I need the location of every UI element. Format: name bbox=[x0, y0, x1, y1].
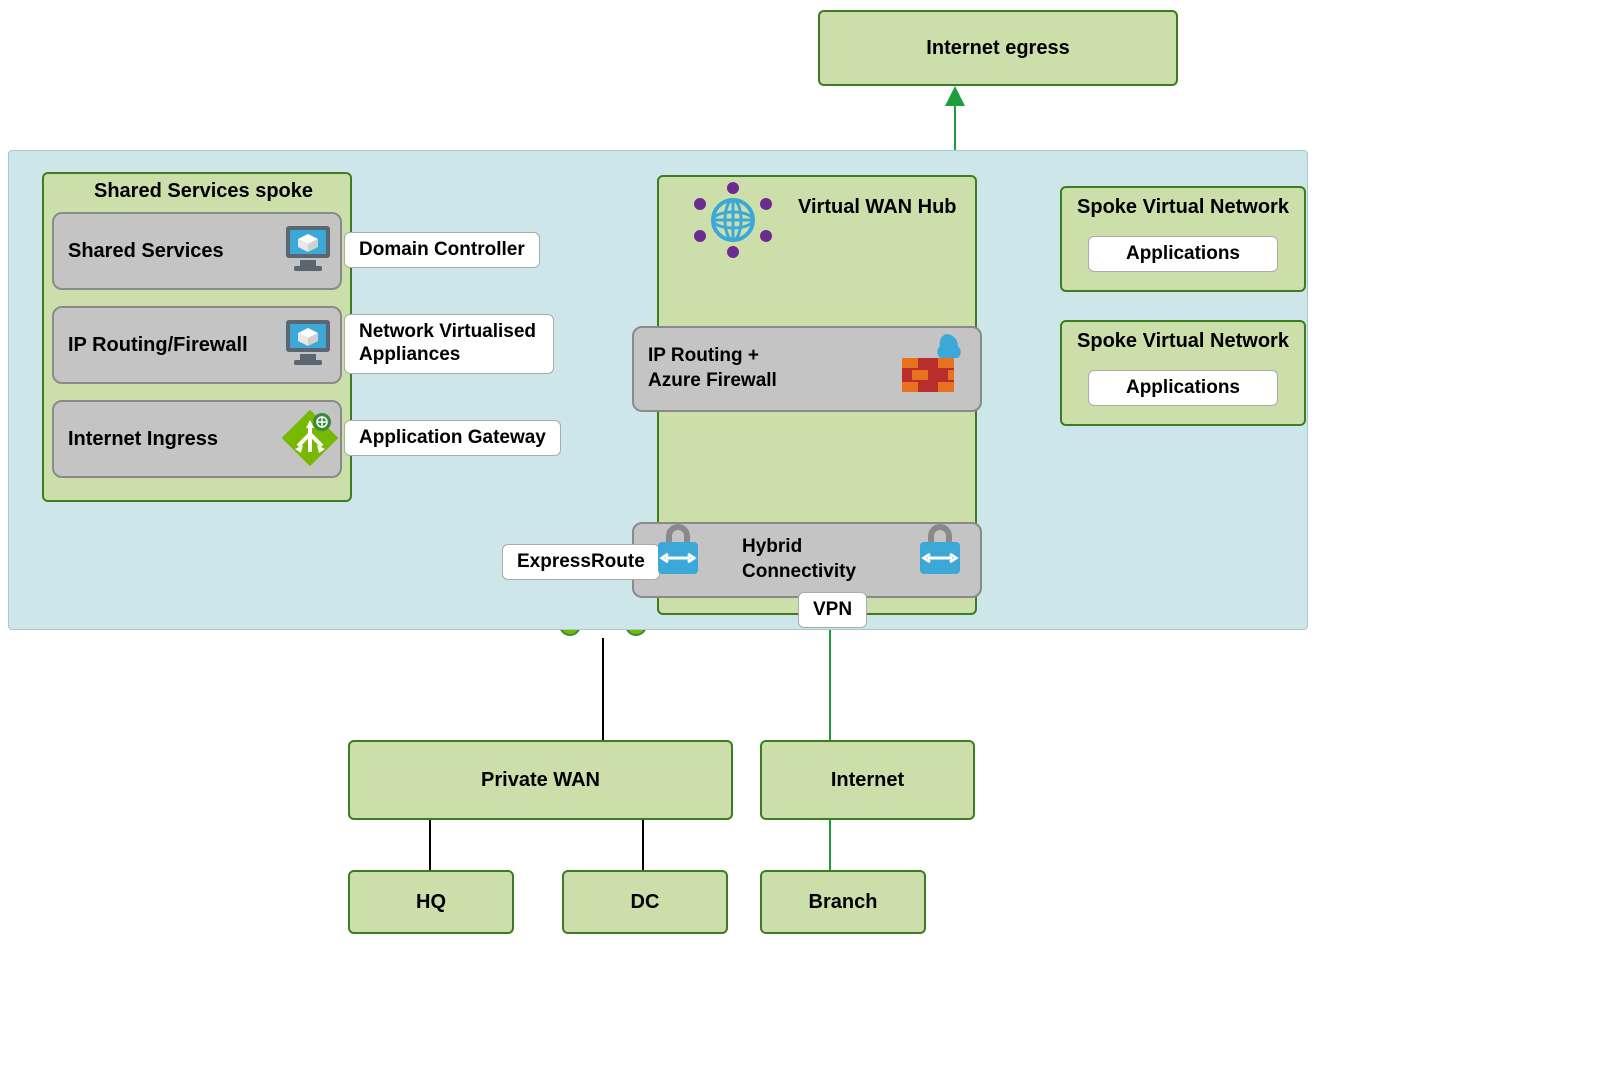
spoke2-title: Spoke Virtual Network bbox=[1077, 330, 1289, 353]
diagram-canvas: Internet egress Shared Services spoke Sh… bbox=[0, 0, 1600, 1084]
private-wan-label: Private WAN bbox=[481, 769, 600, 792]
private-wan-box: Private WAN bbox=[348, 740, 733, 820]
dc-label: DC bbox=[631, 891, 660, 914]
shared-spoke-title: Shared Services spoke bbox=[94, 180, 313, 203]
branch-box: Branch bbox=[760, 870, 926, 934]
hq-box: HQ bbox=[348, 870, 514, 934]
vpn-gateway-icon bbox=[912, 520, 968, 580]
vpn-gateway-icon bbox=[650, 520, 706, 580]
nva-chip: Network Virtualised Appliances bbox=[344, 314, 554, 374]
spoke1-title: Spoke Virtual Network bbox=[1077, 196, 1289, 219]
globe-network-icon bbox=[688, 180, 778, 260]
vm-monitor-icon bbox=[280, 316, 336, 372]
appgw-chip: Application Gateway bbox=[344, 420, 561, 456]
internet-egress-label: Internet egress bbox=[926, 37, 1069, 60]
spoke2-apps-chip: Applications bbox=[1088, 370, 1278, 406]
hybrid-label: Hybrid Connectivity bbox=[742, 535, 872, 584]
vm-icon-2 bbox=[280, 316, 336, 377]
vm-monitor-icon bbox=[280, 222, 336, 278]
internet-label: Internet bbox=[831, 769, 904, 792]
internet-box: Internet bbox=[760, 740, 975, 820]
internet-egress-box: Internet egress bbox=[818, 10, 1178, 86]
app-gateway-diamond-icon bbox=[278, 406, 342, 470]
expressroute-chip: ExpressRoute bbox=[502, 544, 660, 580]
hq-label: HQ bbox=[416, 891, 446, 914]
domain-controller-chip: Domain Controller bbox=[344, 232, 540, 268]
branch-label: Branch bbox=[809, 891, 878, 914]
gateway-lock-icon-right bbox=[912, 520, 968, 585]
internet-ingress-label: Internet Ingress bbox=[68, 428, 218, 451]
shared-services-label: Shared Services bbox=[68, 240, 224, 263]
dc-box: DC bbox=[562, 870, 728, 934]
vm-icon-1 bbox=[280, 222, 336, 283]
firewall-icon bbox=[898, 330, 968, 401]
azure-firewall-icon bbox=[898, 330, 968, 396]
ip-routing-fw-label: IP Routing/Firewall bbox=[68, 334, 248, 357]
vwan-hub-title: Virtual WAN Hub bbox=[798, 196, 957, 219]
app-gateway-icon bbox=[278, 406, 342, 475]
gateway-lock-icon-left bbox=[650, 520, 706, 585]
vpn-chip: VPN bbox=[798, 592, 867, 628]
ip-fw-label: IP Routing + Azure Firewall bbox=[648, 344, 808, 393]
globe-hub-icon bbox=[688, 180, 778, 265]
spoke1-apps-chip: Applications bbox=[1088, 236, 1278, 272]
